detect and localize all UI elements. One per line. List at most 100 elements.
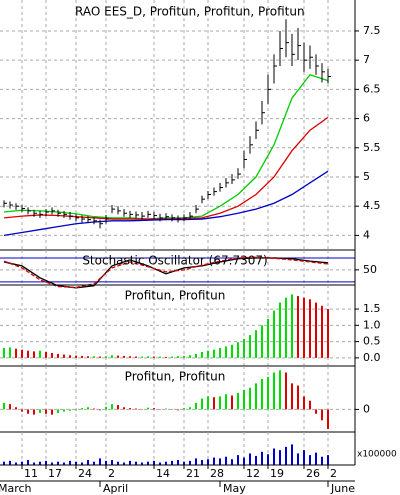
x-tick-label: 21	[186, 467, 200, 480]
bar	[165, 461, 167, 465]
bar	[225, 456, 227, 465]
bar	[321, 456, 323, 465]
bar	[177, 356, 179, 358]
bar	[207, 459, 209, 465]
x-tick-label: 14	[156, 467, 170, 480]
bar	[249, 453, 251, 465]
bar	[15, 348, 17, 358]
bar	[279, 302, 281, 358]
bar	[315, 302, 317, 358]
bar	[159, 356, 161, 358]
bar	[111, 355, 113, 358]
bar	[153, 408, 155, 410]
y-tick-label: 0.5	[363, 335, 381, 348]
y-tick-label: 7.5	[363, 24, 381, 37]
bar	[315, 409, 317, 414]
y-tick-label: 5	[363, 170, 370, 183]
bar	[297, 296, 299, 358]
bar	[195, 402, 197, 410]
bar	[135, 408, 137, 410]
y-tick-label: 0.0	[363, 351, 381, 364]
bar	[207, 396, 209, 410]
bar	[93, 461, 95, 465]
x-tick-label: 2	[330, 467, 337, 480]
panel-title: Profitun, Profitun	[125, 370, 226, 384]
bar	[111, 404, 113, 410]
bar	[21, 409, 23, 412]
bar	[243, 339, 245, 358]
y-tick-label: 4.5	[363, 199, 381, 212]
bar	[291, 383, 293, 410]
bar	[327, 409, 329, 429]
bar	[75, 461, 77, 465]
bar	[75, 409, 77, 411]
bar	[285, 446, 287, 465]
bar	[231, 344, 233, 358]
bar	[267, 376, 269, 410]
bar	[195, 353, 197, 358]
bar	[9, 460, 11, 465]
bar	[261, 451, 263, 465]
x-tick-label: 19	[270, 467, 284, 480]
bar	[87, 407, 89, 410]
bar	[21, 349, 23, 358]
bar	[135, 461, 137, 465]
bar	[117, 405, 119, 410]
bar	[147, 356, 149, 358]
bar	[99, 356, 101, 358]
bar	[129, 460, 131, 465]
bar	[285, 297, 287, 358]
month-label: June	[330, 482, 355, 495]
bar	[207, 350, 209, 358]
bar	[201, 460, 203, 465]
bar	[117, 461, 119, 465]
bar	[183, 408, 185, 410]
bar	[261, 379, 263, 410]
bar	[81, 408, 83, 410]
month-label: April	[103, 482, 128, 495]
bar	[279, 450, 281, 465]
bar	[297, 385, 299, 410]
bar	[225, 394, 227, 410]
bar	[69, 460, 71, 465]
bar	[39, 409, 41, 413]
bar	[189, 460, 191, 465]
bar	[219, 458, 221, 465]
x-tick-label: 11	[24, 467, 38, 480]
bar	[159, 462, 161, 465]
bar	[165, 408, 167, 410]
bar	[81, 355, 83, 358]
bar	[201, 398, 203, 410]
y-tick-label: 50	[363, 263, 377, 276]
bar	[93, 356, 95, 358]
bar	[9, 347, 11, 358]
bar	[177, 409, 179, 411]
bar	[321, 305, 323, 358]
bar	[123, 462, 125, 465]
bar	[63, 354, 65, 358]
bar	[303, 450, 305, 465]
bar	[51, 352, 53, 358]
bar	[249, 335, 251, 358]
bar	[21, 461, 23, 465]
bar	[15, 407, 17, 410]
bar	[303, 297, 305, 358]
bar	[321, 409, 323, 421]
bar	[123, 355, 125, 358]
bar	[57, 353, 59, 358]
bar	[147, 407, 149, 410]
bar	[57, 409, 59, 413]
line	[3, 256, 329, 289]
bar	[27, 460, 29, 465]
x-tick-label: 28	[210, 467, 224, 480]
bar	[105, 406, 107, 410]
bar	[279, 370, 281, 410]
bar	[105, 356, 107, 358]
y-tick-label: 6	[363, 112, 370, 125]
bar	[177, 460, 179, 465]
bar	[285, 372, 287, 410]
bar	[123, 407, 125, 410]
x-tick-label: 17	[48, 467, 62, 480]
bar	[3, 402, 5, 410]
y-tick-label: 0	[363, 402, 370, 415]
